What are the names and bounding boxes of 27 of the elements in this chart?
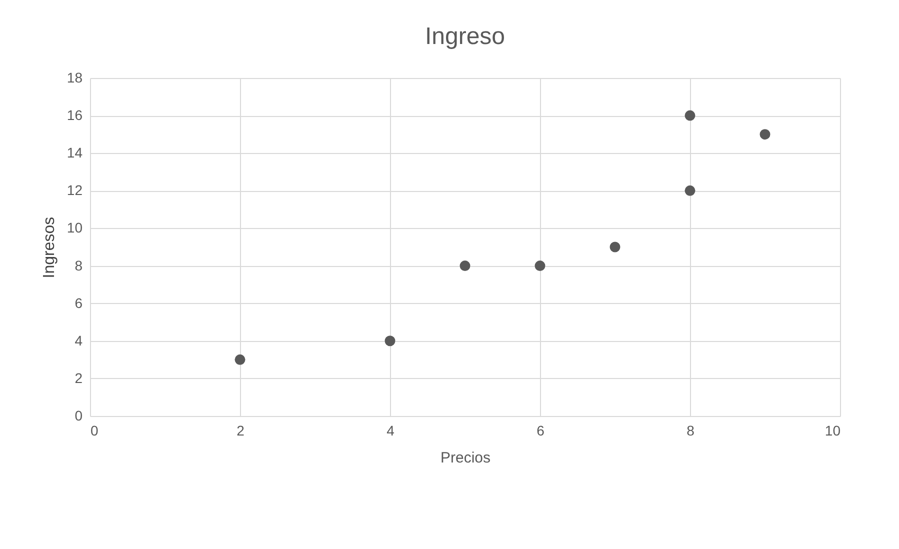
x-tick-label: 0 bbox=[90, 422, 98, 438]
x-tick-label: 4 bbox=[386, 422, 395, 438]
x-axis-title: Precios bbox=[440, 450, 491, 466]
point bbox=[684, 185, 696, 196]
point bbox=[534, 260, 546, 272]
point bbox=[460, 260, 470, 272]
point bbox=[234, 354, 246, 365]
x-tick-label: 2 bbox=[236, 422, 245, 438]
y-tick-label: 16 bbox=[66, 107, 83, 124]
y-tick-label: 6 bbox=[74, 294, 83, 311]
y-tick-label: 10 bbox=[66, 220, 83, 236]
y-tick-label: 0 bbox=[74, 408, 83, 424]
y-tick-label: 2 bbox=[74, 370, 83, 386]
point bbox=[760, 129, 770, 140]
x-tick-label: 10 bbox=[824, 422, 841, 438]
y-tick-label: 14 bbox=[66, 144, 83, 161]
y-tick-label: 8 bbox=[74, 257, 83, 274]
point bbox=[384, 336, 396, 346]
x-tick-label: 8 bbox=[686, 422, 695, 438]
y-tick-label: 12 bbox=[66, 182, 83, 198]
y-tick-label: 18 bbox=[66, 70, 83, 86]
y-tick-label: 4 bbox=[74, 332, 83, 348]
y-axis-title: Ingresos bbox=[40, 216, 58, 278]
point bbox=[610, 242, 620, 252]
chart-title: Ingreso bbox=[424, 23, 506, 50]
point bbox=[684, 110, 696, 121]
x-tick-label: 6 bbox=[536, 422, 545, 438]
